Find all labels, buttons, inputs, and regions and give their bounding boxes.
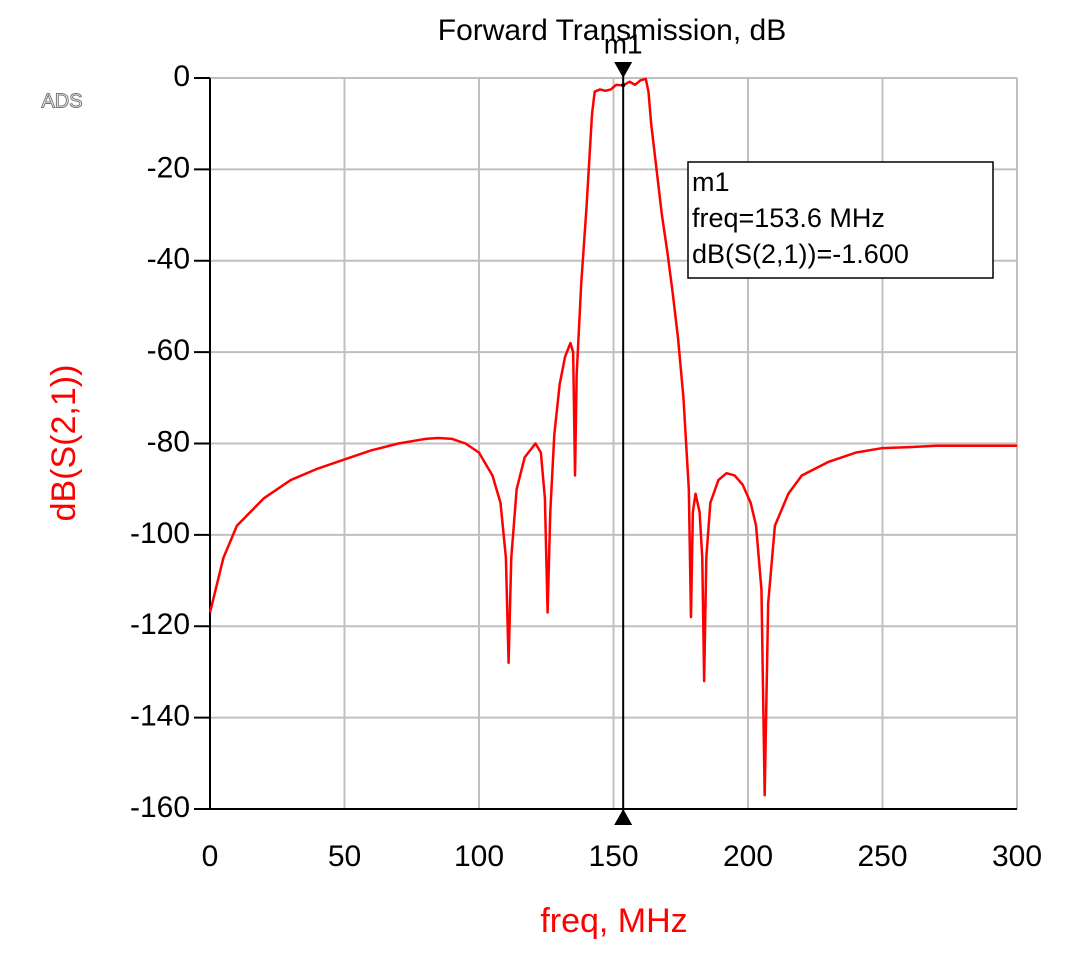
marker-readout: m1	[692, 167, 730, 197]
marker-readout: freq=153.6 MHz	[692, 203, 885, 233]
marker-bottom	[614, 809, 633, 825]
x-tick-label: 150	[588, 840, 638, 873]
y-tick-label: 0	[173, 60, 190, 93]
y-tick-label: -40	[147, 243, 190, 276]
marker-point	[621, 83, 626, 88]
marker-top	[614, 62, 633, 78]
y-tick-label: -20	[147, 151, 190, 184]
x-axis-label: freq, MHz	[540, 902, 687, 940]
marker-readout: dB(S(2,1))=-1.600	[692, 239, 909, 269]
x-tick-label: 250	[857, 840, 907, 873]
y-tick-label: -60	[147, 334, 190, 367]
x-tick-label: 300	[992, 840, 1042, 873]
x-tick-label: 200	[723, 840, 773, 873]
marker-box	[687, 161, 994, 279]
y-tick-label: -80	[147, 425, 190, 458]
x-tick-label: 50	[328, 840, 361, 873]
logo: ADS	[41, 90, 82, 112]
y-tick-label: -140	[130, 700, 190, 733]
y-axis-label: dB(S(2,1))	[45, 365, 83, 522]
y-tick-label: -160	[130, 791, 190, 824]
marker-label: m1	[604, 28, 643, 59]
y-tick-label: -120	[130, 608, 190, 641]
x-tick-label: 100	[454, 840, 504, 873]
chart-title: Forward Transmission, dB	[438, 14, 786, 47]
y-tick-label: -100	[130, 517, 190, 550]
x-tick-label: 0	[202, 840, 219, 873]
